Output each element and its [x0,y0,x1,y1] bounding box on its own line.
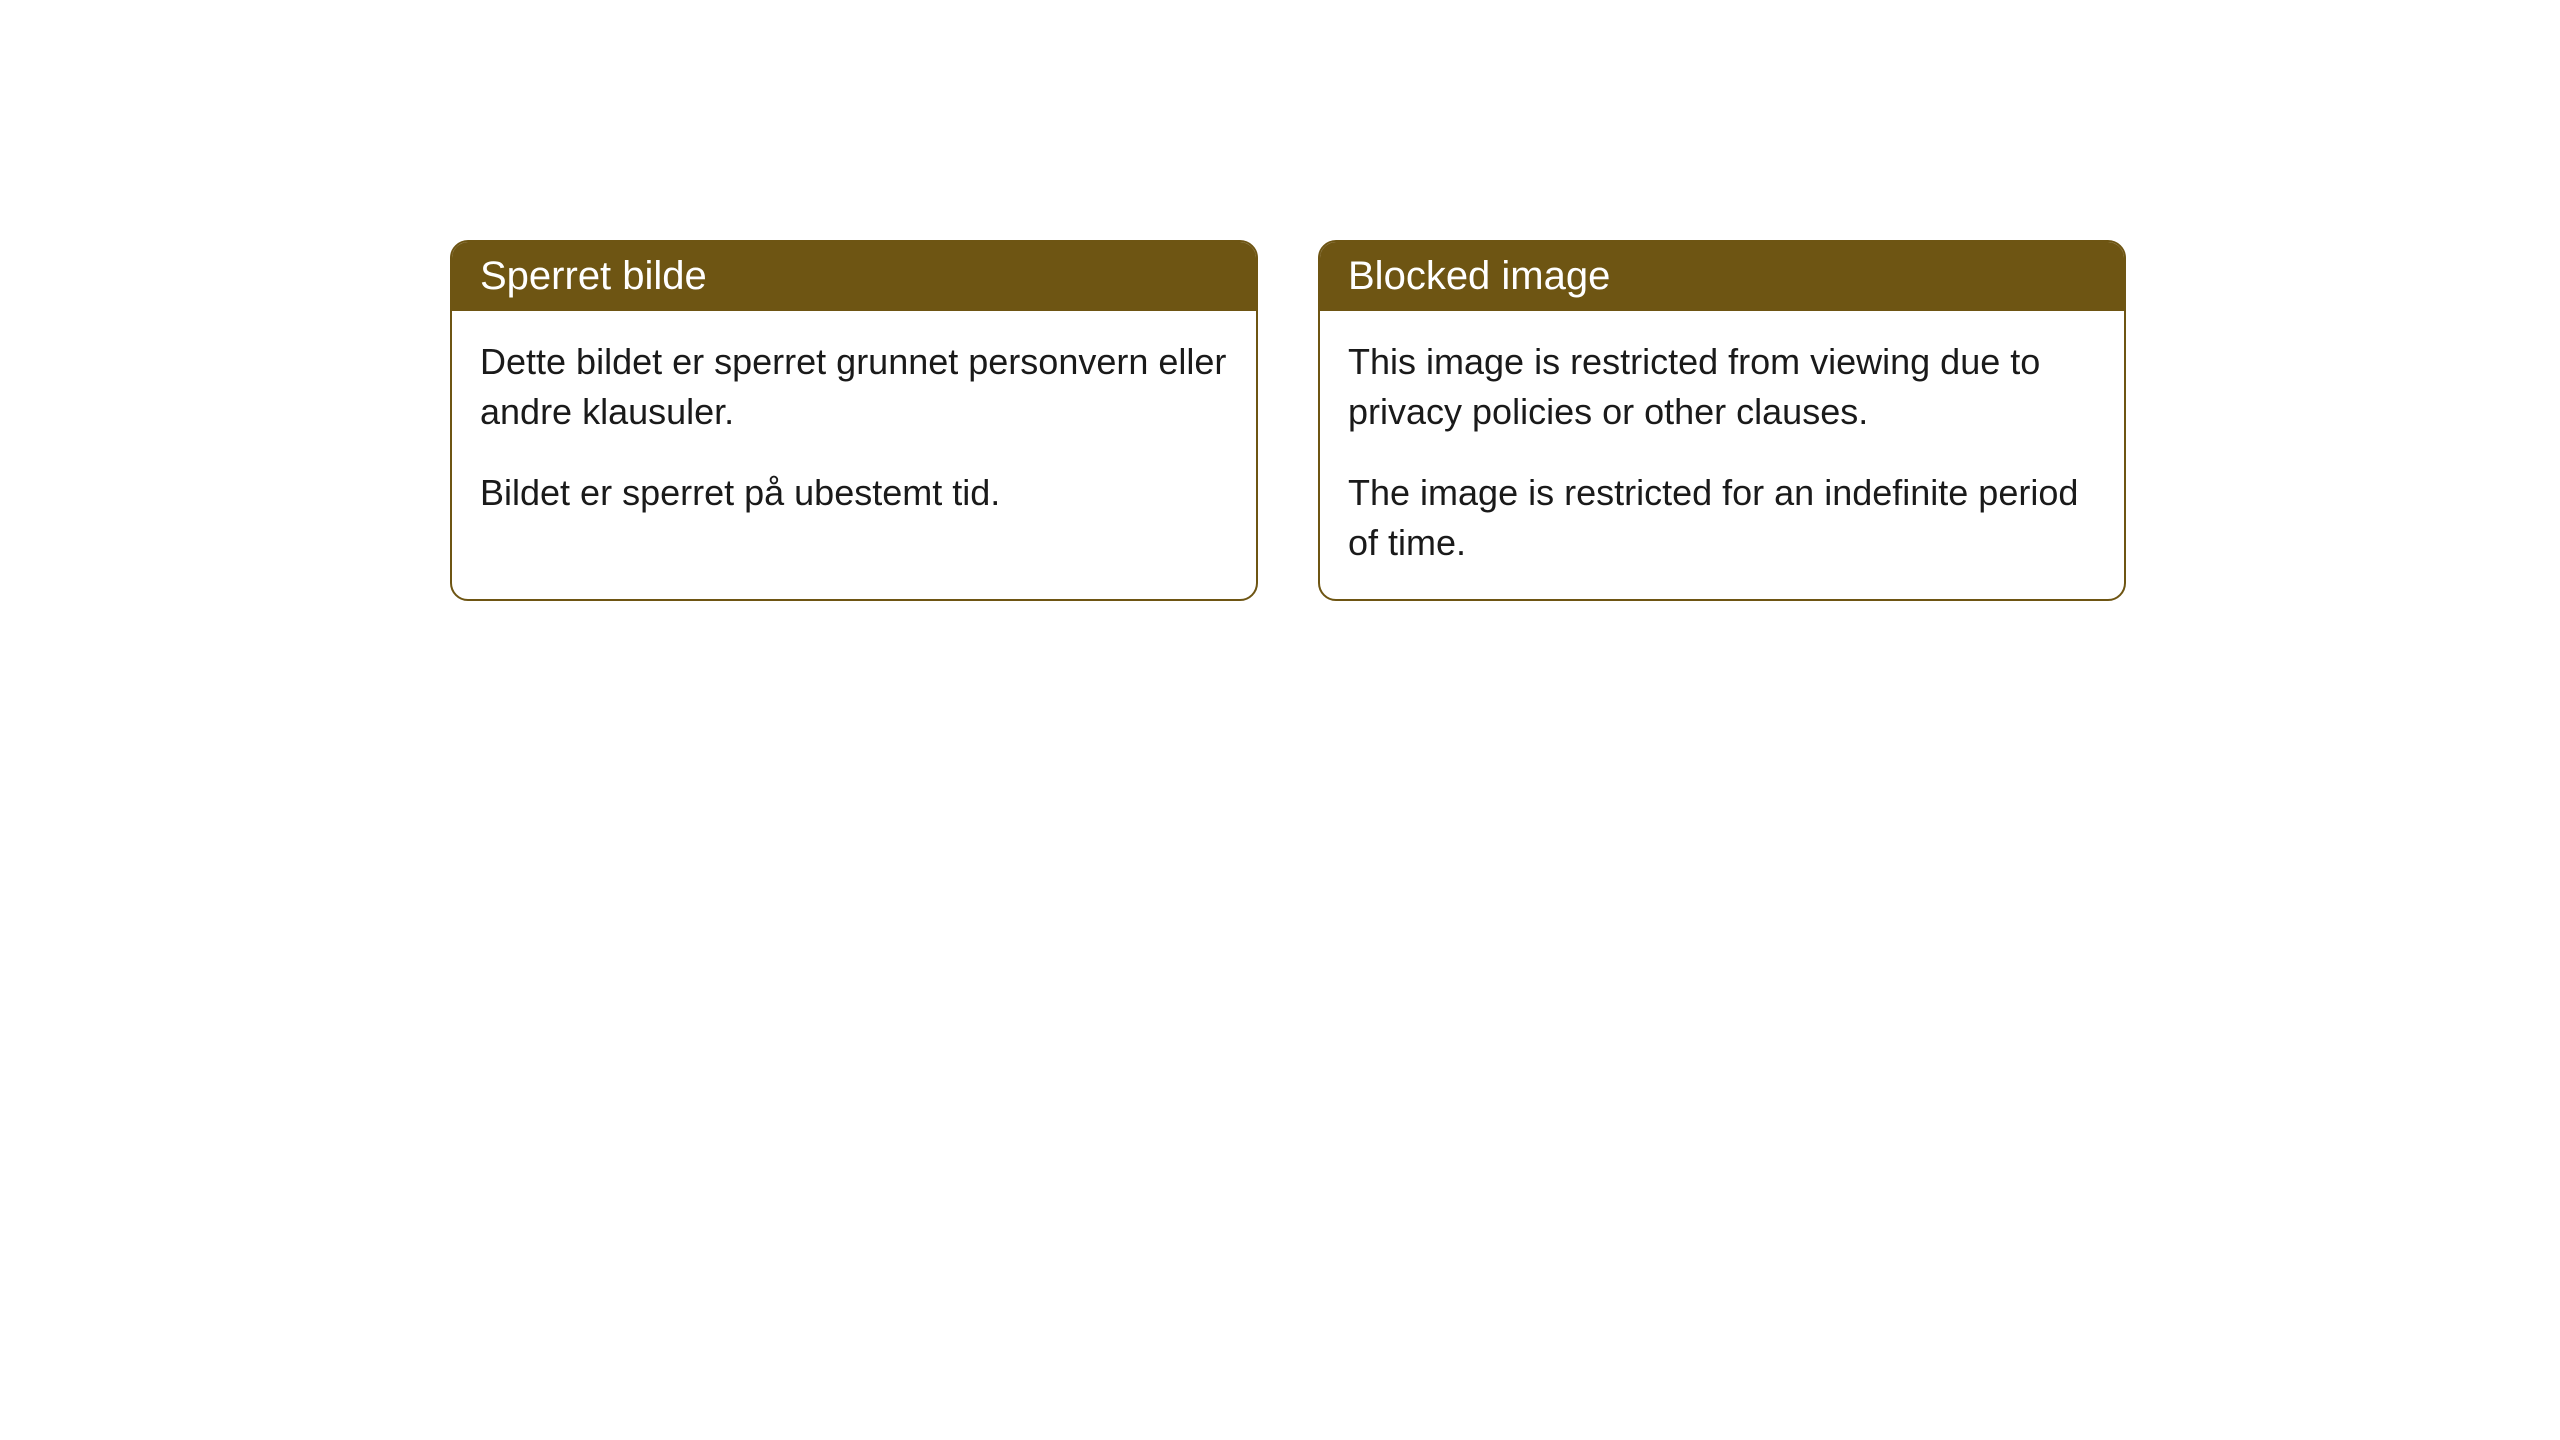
card-body-en: This image is restricted from viewing du… [1320,311,2124,599]
card-text-en-2: The image is restricted for an indefinit… [1348,468,2096,569]
card-header-en: Blocked image [1320,242,2124,311]
card-body-no: Dette bildet er sperret grunnet personve… [452,311,1256,548]
blocked-image-card-no: Sperret bilde Dette bildet er sperret gr… [450,240,1258,601]
card-title-no: Sperret bilde [480,254,707,298]
blocked-image-card-en: Blocked image This image is restricted f… [1318,240,2126,601]
card-title-en: Blocked image [1348,254,1610,298]
card-text-en-1: This image is restricted from viewing du… [1348,337,2096,438]
cards-container: Sperret bilde Dette bildet er sperret gr… [450,240,2126,601]
card-text-no-1: Dette bildet er sperret grunnet personve… [480,337,1228,438]
card-text-no-2: Bildet er sperret på ubestemt tid. [480,468,1228,518]
card-header-no: Sperret bilde [452,242,1256,311]
